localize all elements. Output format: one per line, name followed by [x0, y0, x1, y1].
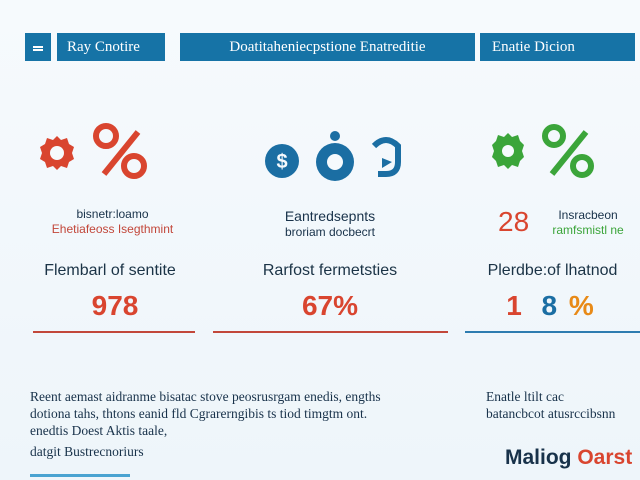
- svg-text:$: $: [276, 151, 287, 173]
- right-divider: [465, 331, 640, 333]
- arrow-icon: [371, 137, 401, 177]
- left-desc-2: Ehetiafeoss Isegthmint: [51, 222, 174, 236]
- left-icon-group: [36, 120, 154, 186]
- middle-label: Rarfost fermetsties: [262, 262, 398, 279]
- paragraph-right: Enatle ltilt cac batancbcot atusrccibsnn: [486, 388, 636, 422]
- brand-logo: Maliog Oarst: [505, 446, 632, 470]
- paragraph-left-line-1: Reent aemast aidranme bisatac stove peos…: [30, 389, 381, 404]
- left-label: Flembarl of sentite: [44, 262, 176, 279]
- right-number: 28: [498, 206, 530, 237]
- paragraph-right-line-1: Enatle ltilt cac: [486, 389, 564, 404]
- middle-icon-group: $: [262, 128, 404, 184]
- paragraph-left: Reent aemast aidranme bisatac stove peos…: [30, 388, 470, 460]
- gear-icon: [492, 133, 524, 169]
- gear-icon: [40, 136, 74, 170]
- left-divider: [33, 331, 195, 333]
- tab-header-1[interactable]: Ray Cnotire: [57, 33, 165, 61]
- paragraph-right-line-2: batancbcot atusrccibsnn: [486, 406, 616, 421]
- paragraph-left-line-3: enedtis Doest Aktis taale,: [30, 423, 168, 438]
- paragraph-left-line-2: dotiona tahs, thtons eanid fld Cgrarerng…: [30, 406, 368, 421]
- left-desc-1: bisnetr:loamo: [76, 207, 149, 221]
- tab-header-3[interactable]: Enatie Dicion: [480, 33, 635, 61]
- right-desc-2: ramfsmistl ne: [552, 223, 624, 237]
- dollar-icon: $: [265, 144, 299, 178]
- right-value-part-2: 8: [541, 290, 558, 321]
- right-value-part-1: 1: [506, 290, 522, 321]
- left-value: 978: [91, 290, 139, 321]
- middle-divider: [213, 331, 448, 333]
- target-icon: [316, 131, 354, 181]
- right-label: Plerdbe:of lhatnod: [487, 262, 618, 279]
- percent-icon: [93, 123, 147, 179]
- brand-part-2: Oarst: [577, 446, 633, 469]
- middle-desc-2: broriam docbecrt: [284, 225, 376, 239]
- right-desc-1: Insracbeon: [558, 208, 618, 222]
- bottom-accent-line: [30, 474, 130, 477]
- tab-header-2[interactable]: Doatitaheniecpstione Enatreditie: [180, 33, 475, 61]
- menu-button[interactable]: [25, 33, 51, 61]
- brand-part-1: Maliog: [505, 446, 572, 469]
- right-icon-group: [488, 122, 600, 184]
- paragraph-left-line-4: datgit Bustrecnoriurs: [30, 444, 144, 459]
- right-value-part-3: %: [568, 290, 594, 321]
- percent-icon: [542, 124, 594, 178]
- menu-icon: [33, 46, 43, 48]
- middle-value: 67%: [301, 290, 359, 321]
- right-value: 1 8 %: [485, 290, 615, 322]
- middle-desc-1: Eantredsepnts: [284, 208, 376, 224]
